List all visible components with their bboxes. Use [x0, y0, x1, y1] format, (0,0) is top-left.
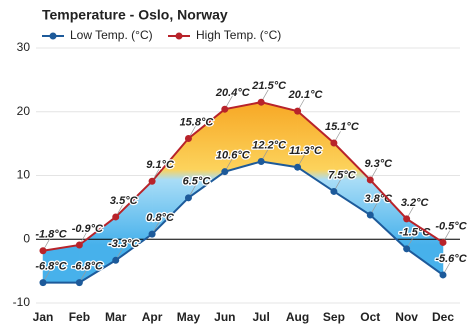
data-label: -0.9°C: [72, 223, 104, 235]
data-point: [294, 163, 302, 171]
x-tick-label: Nov: [395, 310, 418, 324]
data-label: 10.6°C: [216, 150, 251, 162]
y-tick-label: -10: [13, 295, 31, 309]
data-label: 0.8°C: [146, 212, 175, 224]
data-label: 11.3°C: [289, 145, 323, 157]
data-point: [39, 247, 47, 255]
data-point: [184, 135, 192, 143]
data-point: [439, 271, 447, 279]
data-label: 15.1°C: [325, 121, 360, 133]
data-point: [294, 107, 302, 115]
data-point: [221, 168, 229, 176]
x-tick-label: Apr: [142, 310, 163, 324]
y-tick-label: 20: [17, 104, 31, 118]
range-fill: [260, 101, 298, 168]
data-label: 21.5°C: [251, 80, 287, 92]
data-label: 12.2°C: [252, 139, 287, 151]
y-tick-label: 30: [17, 40, 31, 54]
legend-label: Low Temp. (°C): [70, 28, 153, 42]
data-label: 6.5°C: [183, 176, 212, 188]
data-point: [366, 176, 374, 184]
x-tick-label: Jun: [214, 310, 235, 324]
data-point: [366, 211, 374, 219]
x-tick-label: Jan: [33, 310, 54, 324]
data-point: [75, 279, 83, 287]
data-point: [148, 230, 156, 238]
data-label: -3.3°C: [108, 238, 140, 250]
data-point: [403, 245, 411, 253]
series-line: [42, 101, 444, 252]
x-tick-label: Mar: [105, 310, 127, 324]
data-point: [330, 187, 338, 195]
data-label: 3.2°C: [401, 197, 430, 209]
y-tick-label: 10: [17, 168, 31, 182]
x-tick-label: Dec: [432, 310, 454, 324]
data-label: 9.3°C: [364, 158, 393, 170]
data-point: [257, 157, 265, 165]
data-point: [439, 238, 447, 246]
x-tick-label: Aug: [286, 310, 309, 324]
data-label: -5.6°C: [435, 253, 467, 265]
data-point: [112, 213, 120, 221]
x-tick-label: May: [177, 310, 201, 324]
data-label: 20.1°C: [288, 89, 324, 101]
data-point: [112, 256, 120, 264]
data-label: 9.1°C: [146, 159, 175, 171]
data-point: [39, 279, 47, 287]
legend: Low Temp. (°C) High Temp. (°C): [42, 28, 281, 42]
x-tick-label: Oct: [360, 310, 380, 324]
x-tick-label: Sep: [323, 310, 345, 324]
data-label: -0.5°C: [435, 220, 467, 232]
x-tick-label: Jul: [253, 310, 270, 324]
data-point: [257, 98, 265, 106]
data-point: [403, 215, 411, 223]
data-label: 7.5°C: [328, 169, 357, 181]
data-label: 3.5°C: [110, 195, 139, 207]
data-label: -1.8°C: [35, 229, 67, 241]
data-point: [148, 177, 156, 185]
data-label: -6.8°C: [72, 261, 104, 273]
series-line: [43, 160, 444, 284]
data-label: 15.8°C: [180, 116, 215, 128]
data-label: -6.8°C: [35, 261, 67, 273]
legend-marker: [175, 32, 183, 40]
x-tick-label: Feb: [69, 310, 90, 324]
data-point: [221, 105, 229, 113]
y-tick-label: 0: [23, 231, 30, 245]
chart-title: Temperature - Oslo, Norway: [42, 7, 228, 23]
data-point: [75, 241, 83, 249]
data-point: [184, 194, 192, 202]
data-point: [330, 139, 338, 147]
legend-marker: [49, 32, 57, 40]
legend-label: High Temp. (°C): [196, 28, 281, 42]
data-label: 20.4°C: [215, 87, 251, 99]
